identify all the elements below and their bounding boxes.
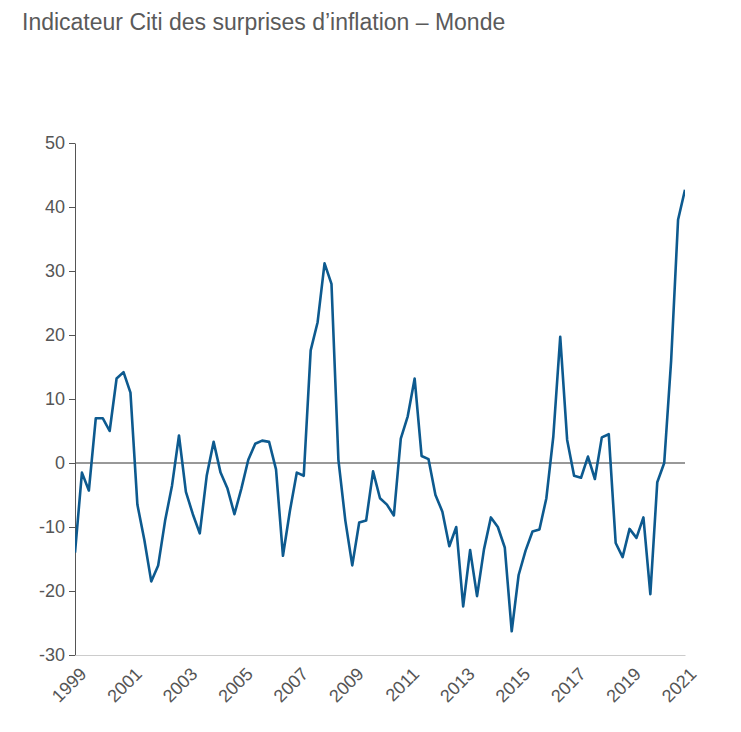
x-tick: 2015 <box>492 655 534 706</box>
y-tick-mark <box>69 655 75 656</box>
y-tick-mark <box>69 335 75 336</box>
y-axis-line <box>75 144 76 656</box>
y-tick-label: 20 <box>45 325 65 345</box>
x-tick-label: 2017 <box>547 664 589 706</box>
x-tick-label: 2007 <box>270 664 312 706</box>
y-tick-mark <box>69 399 75 400</box>
y-tick: 50 <box>45 133 75 153</box>
y-tick-mark <box>69 591 75 592</box>
x-tick: 2021 <box>658 655 700 706</box>
y-tick-label: 0 <box>55 453 65 473</box>
x-tick: 2013 <box>436 655 478 706</box>
x-tick-label: 2009 <box>325 664 367 706</box>
x-tick-label: 2003 <box>159 664 201 706</box>
x-tick: 2005 <box>214 655 256 706</box>
y-tick-mark <box>69 271 75 272</box>
x-axis-line <box>76 655 686 656</box>
y-tick: 30 <box>45 261 75 281</box>
x-tick: 2001 <box>103 655 145 706</box>
y-tick-mark <box>69 143 75 144</box>
x-tick: 2017 <box>547 655 589 706</box>
y-tick-label: 50 <box>45 133 65 153</box>
y-tick: -10 <box>39 517 75 537</box>
x-tick-label: 2019 <box>603 664 645 706</box>
y-tick: -30 <box>39 645 75 665</box>
y-tick-mark <box>69 527 75 528</box>
x-tick: 1999 <box>48 655 90 706</box>
x-tick: 2011 <box>382 655 424 705</box>
y-tick-label: -20 <box>39 581 65 601</box>
x-tick-label: 2013 <box>436 664 478 706</box>
line <box>75 190 685 632</box>
series <box>75 190 685 632</box>
y-tick: 10 <box>45 389 75 409</box>
chart: Indicateur Citi des surprises d’inflatio… <box>0 0 741 732</box>
x-tick-label: 2005 <box>214 664 256 706</box>
y-tick-label: -30 <box>39 645 65 665</box>
x-tick: 2007 <box>270 655 312 706</box>
x-tick-label: 1999 <box>48 664 90 706</box>
y-tick-label: 40 <box>45 197 65 217</box>
x-tick-label: 2001 <box>103 664 145 706</box>
title: Indicateur Citi des surprises d’inflatio… <box>22 9 505 35</box>
plot: -30 -20 -10 0 10 20 30 40 50 1999 2001 2003 2005 2007… <box>39 133 700 706</box>
y-tick-label: -10 <box>39 517 65 537</box>
x-tick-label: 2011 <box>382 664 424 706</box>
y-tick-label: 30 <box>45 261 65 281</box>
y-tick-label: 10 <box>45 389 65 409</box>
y-tick: -20 <box>39 581 75 601</box>
y-tick-mark <box>69 207 75 208</box>
zero-line <box>75 463 685 464</box>
x-tick: 2003 <box>159 655 201 706</box>
x-tick-label: 2015 <box>492 664 534 706</box>
x-tick: 2009 <box>325 655 367 706</box>
y-tick: 0 <box>55 453 75 473</box>
x-axis: 1999 2001 2003 2005 2007 2009 2011 2013 2015 2017… <box>48 655 700 706</box>
y-tick: 20 <box>45 325 75 345</box>
y-tick: 40 <box>45 197 75 217</box>
x-tick: 2019 <box>603 655 645 706</box>
x-tick-label: 2021 <box>658 664 700 706</box>
y-axis: -30 -20 -10 0 10 20 30 40 50 <box>39 133 76 665</box>
y-tick-mark <box>69 463 75 464</box>
